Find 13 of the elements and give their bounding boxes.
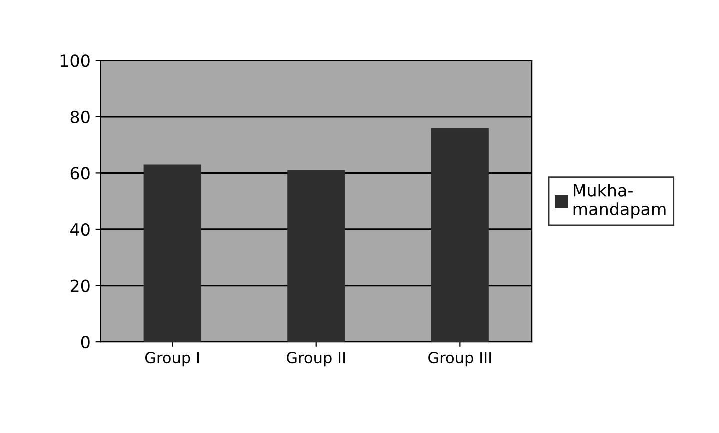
y-tick-label: 0 — [81, 336, 90, 349]
legend-label: Mukha- mandapam — [574, 184, 666, 219]
bar — [431, 128, 489, 342]
bar — [144, 164, 202, 342]
y-tick-label: 80 — [70, 110, 90, 124]
x-tick-label: Group I — [145, 352, 199, 367]
x-tick-label: Group II — [287, 352, 346, 367]
y-tick-label: 40 — [70, 223, 90, 236]
y-tick-label: 100 — [60, 54, 90, 68]
y-tick-label: 20 — [70, 280, 90, 292]
bar — [288, 170, 346, 342]
y-tick-label: 60 — [70, 167, 90, 180]
x-tick-label: Group III — [428, 352, 492, 367]
